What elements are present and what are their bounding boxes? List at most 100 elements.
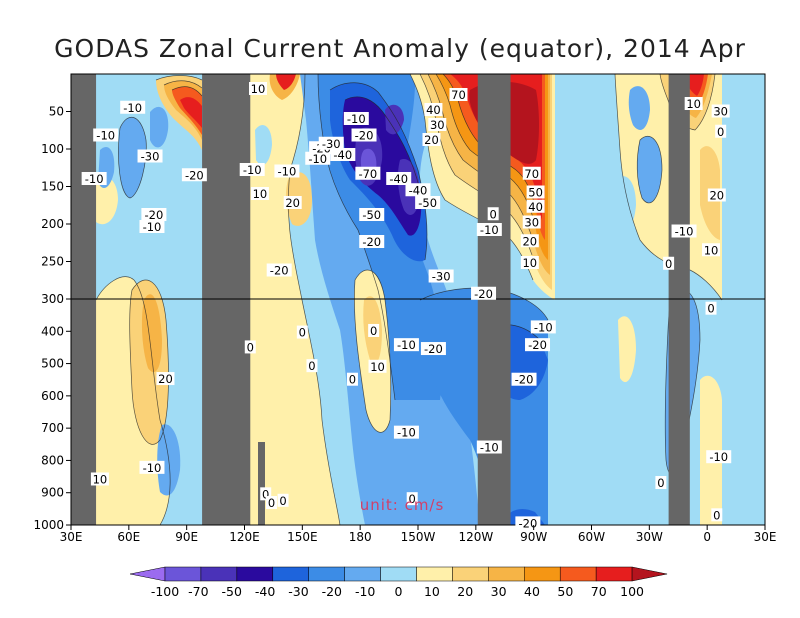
svg-text:0: 0 <box>247 340 254 354</box>
svg-text:-10: -10 <box>675 225 694 239</box>
svg-text:-10: -10 <box>278 165 297 179</box>
x-tick-label: 0 <box>703 530 711 544</box>
contour-label: 10 <box>368 359 387 374</box>
colorbar-swatch <box>559 566 597 582</box>
axes: 30E 60E 90E 120E 150E 180 150W 120W 90W 60W 30W 0 30… <box>33 105 776 545</box>
svg-text:0: 0 <box>717 125 724 139</box>
y-tick-label: 900 <box>41 486 64 500</box>
svg-text:40: 40 <box>426 103 441 117</box>
contour-label: -40 <box>330 148 356 162</box>
contour-label: -30 <box>137 149 163 164</box>
contour-label: 30 <box>522 215 541 230</box>
svg-text:10: 10 <box>253 187 268 201</box>
y-tick-label: 800 <box>41 453 64 467</box>
contour-label: -10 <box>393 425 419 440</box>
contour-label: 70 <box>449 88 468 102</box>
colorbar: -100 -70 -50 -40 -30 -20 -10 0 10 20 30 40 50 70 100 <box>129 566 668 599</box>
svg-text:30: 30 <box>713 105 728 119</box>
colorbar-swatch <box>595 566 633 582</box>
colorbar-label: -100 <box>151 584 179 599</box>
contour-label: 10 <box>90 472 109 486</box>
contour-label: 0 <box>368 323 380 338</box>
svg-text:-70: -70 <box>358 167 377 181</box>
colorbar-label: 40 <box>524 584 540 599</box>
svg-text:-10: -10 <box>534 320 553 334</box>
contour-label: -20 <box>471 286 497 301</box>
colorbar-swatch <box>236 566 274 582</box>
svg-text:50: 50 <box>528 186 543 200</box>
x-tick-label: 60E <box>117 530 140 544</box>
contour-label: -20 <box>420 342 446 356</box>
contour-label: -20 <box>359 235 385 249</box>
svg-text:-40: -40 <box>389 172 408 186</box>
contour-label: -20 <box>511 372 537 387</box>
svg-text:20: 20 <box>709 189 724 203</box>
colorbar-swatch <box>200 566 238 582</box>
svg-text:10: 10 <box>251 82 266 96</box>
colorbar-label: 50 <box>557 584 573 599</box>
svg-text:70: 70 <box>524 167 539 181</box>
colorbar-swatch <box>129 566 166 582</box>
colorbar-swatch <box>452 566 489 582</box>
contour-label: -10 <box>120 100 146 115</box>
contour-label: -10 <box>476 223 502 237</box>
y-tick-label: 250 <box>41 255 64 269</box>
svg-text:0: 0 <box>409 492 416 506</box>
y-tick-label: 400 <box>41 324 64 338</box>
contour-label: 30 <box>428 118 447 132</box>
svg-text:20: 20 <box>158 372 173 386</box>
contour-label: 20 <box>422 133 441 147</box>
contour-label: -10 <box>706 450 732 464</box>
colorbar-label: -40 <box>255 584 275 599</box>
svg-text:0: 0 <box>657 476 664 490</box>
contour-label: -20 <box>141 208 167 222</box>
contour-label: -10 <box>476 440 502 455</box>
contour-label: -20 <box>525 338 551 352</box>
contour-label: -20 <box>515 516 541 530</box>
svg-text:-10: -10 <box>480 223 499 237</box>
svg-text:-20: -20 <box>474 287 493 301</box>
x-tick-label: 60W <box>578 530 605 544</box>
contour-label: 0 <box>487 207 499 221</box>
colorbar-label: -30 <box>288 584 308 599</box>
colorbar-label: 30 <box>491 584 507 599</box>
svg-text:-40: -40 <box>333 148 352 162</box>
svg-text:-10: -10 <box>480 441 499 455</box>
svg-text:0: 0 <box>308 359 315 373</box>
svg-text:-10: -10 <box>347 112 366 126</box>
contour-label: 10 <box>520 256 539 270</box>
svg-text:-10: -10 <box>397 338 416 352</box>
colorbar-swatch <box>344 566 381 582</box>
svg-text:-10: -10 <box>143 461 162 475</box>
contour-label: 20 <box>156 372 175 386</box>
svg-text:0: 0 <box>268 496 275 510</box>
colorbar-label: -10 <box>355 584 375 599</box>
svg-text:-10: -10 <box>96 129 115 143</box>
contour-label: 70 <box>522 166 541 181</box>
svg-text:-20: -20 <box>185 168 204 182</box>
contour-label: 40 <box>424 103 443 117</box>
contour-label: 20 <box>283 196 302 210</box>
contour-labels: -10-10-10-30-20-20-1010-101020-10-10-20-… <box>81 82 732 530</box>
svg-text:0: 0 <box>707 302 714 316</box>
contour-label: -40 <box>386 172 412 186</box>
svg-text:-20: -20 <box>515 373 534 387</box>
svg-text:0: 0 <box>490 207 497 221</box>
contour-label: -10 <box>81 172 107 186</box>
svg-text:20: 20 <box>285 196 300 210</box>
svg-text:-10: -10 <box>85 172 104 186</box>
colorbar-label: 10 <box>424 584 440 599</box>
contour-label: 0 <box>655 476 667 490</box>
contour-label: 0 <box>265 496 277 510</box>
contour-label: 0 <box>306 359 318 373</box>
x-tick-label: 90W <box>520 530 547 544</box>
y-tick-label: 1000 <box>33 518 64 532</box>
contour-label: 0 <box>277 493 289 508</box>
svg-text:0: 0 <box>370 324 377 338</box>
x-tick-label: 120E <box>229 530 260 544</box>
colorbar-label: -70 <box>188 584 208 599</box>
x-tick-label: 180 <box>349 530 372 544</box>
colorbar-label: -20 <box>322 584 342 599</box>
contour-label: 10 <box>702 243 721 257</box>
